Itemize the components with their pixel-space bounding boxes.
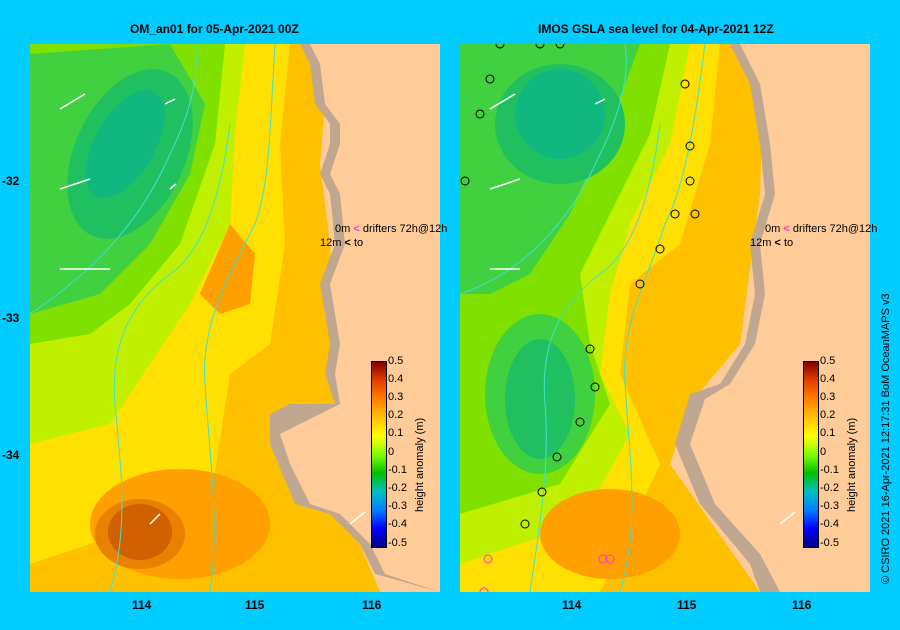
legend-depth-0m: 0m (335, 223, 351, 235)
right-cbar-tick-0.2: 0.2 (820, 409, 836, 421)
left-cbar-tick-neg0.1: -0.1 (388, 464, 407, 476)
left-cbar-tick-0.2: 0.2 (388, 409, 404, 421)
right-cbar-tick-0.5: 0.5 (820, 355, 836, 367)
right-map (459, 39, 870, 597)
left-cbar-tick-neg0.2: -0.2 (388, 482, 407, 494)
legend-to-text: to (353, 237, 364, 249)
right-cbar-tick-0.3: 0.3 (820, 391, 836, 403)
drifter-arrow-icon: < (783, 223, 790, 235)
left-cbar-tick-neg0.5: -0.5 (388, 537, 407, 549)
left-legend-line2: 12m < to (320, 237, 363, 249)
left-cbar-tick-0: 0 (388, 446, 395, 458)
left-cbar-tick-0.5: 0.5 (388, 355, 404, 367)
right-cbar-tick-neg0.4: -0.4 (820, 518, 839, 530)
x-tick-115-left: 115 (245, 598, 265, 612)
right-cbar-tick-0: 0 (820, 446, 827, 458)
left-panel-title: OM_an01 for 05-Apr-2021 00Z (130, 22, 299, 36)
right-cbar-label: height anomaly (m) (846, 417, 858, 512)
left-cbar-tick-neg0.3: -0.3 (388, 500, 407, 512)
y-tick-32: -32 (2, 174, 20, 188)
x-tick-114-left: 114 (132, 598, 152, 612)
right-legend-line1: 0m < drifters 72h@12h (765, 223, 877, 235)
right-cbar-tick-neg0.5: -0.5 (820, 537, 839, 549)
drifter-arrow-icon: < (353, 223, 360, 235)
left-cbar-label: height anomaly (m) (414, 417, 426, 512)
legend-depth-12m: 12m (320, 237, 342, 249)
right-cbar-tick-0.4: 0.4 (820, 373, 836, 385)
left-cbar-tick-0.3: 0.3 (388, 391, 404, 403)
left-cbar-tick-0.1: 0.1 (388, 427, 404, 439)
legend-drifters-text: drifters 72h@12h (362, 223, 448, 235)
legend-drifters-text: drifters 72h@12h (792, 223, 878, 235)
left-cbar-tick-neg0.4: -0.4 (388, 518, 407, 530)
legend-to-text: to (783, 237, 794, 249)
credit-text: © CSIRO 2021 16-Apr-2021 12:17:31 BoM Oc… (880, 293, 892, 584)
left-colorbar (371, 361, 387, 548)
x-tick-116-right: 116 (792, 598, 812, 612)
x-tick-114-right: 114 (562, 598, 582, 612)
legend-depth-0m: 0m (765, 223, 781, 235)
right-panel-title: IMOS GSLA sea level for 04-Apr-2021 12Z (538, 22, 774, 36)
right-map-panel (459, 39, 870, 597)
x-tick-115-right: 115 (677, 598, 697, 612)
right-cbar-tick-neg0.1: -0.1 (820, 464, 839, 476)
right-cbar-tick-0.1: 0.1 (820, 427, 836, 439)
left-cbar-tick-0.4: 0.4 (388, 373, 404, 385)
right-colorbar (803, 361, 819, 548)
y-tick-34: -34 (2, 448, 20, 462)
right-cbar-tick-neg0.3: -0.3 (820, 500, 839, 512)
legend-depth-12m: 12m (750, 237, 772, 249)
left-map-panel (29, 43, 440, 593)
drifter-arrow-icon: < (774, 237, 781, 249)
right-legend-line2: 12m < to (750, 237, 793, 249)
drifter-arrows (59, 93, 366, 525)
altimetry-markers (460, 39, 700, 529)
right-cbar-tick-neg0.2: -0.2 (820, 482, 839, 494)
drifter-arrow-icon: < (344, 237, 351, 249)
y-tick-33: -33 (2, 311, 20, 325)
x-tick-116-left: 116 (362, 598, 382, 612)
left-map (29, 43, 440, 593)
left-legend-line1: 0m < drifters 72h@12h (335, 223, 447, 235)
